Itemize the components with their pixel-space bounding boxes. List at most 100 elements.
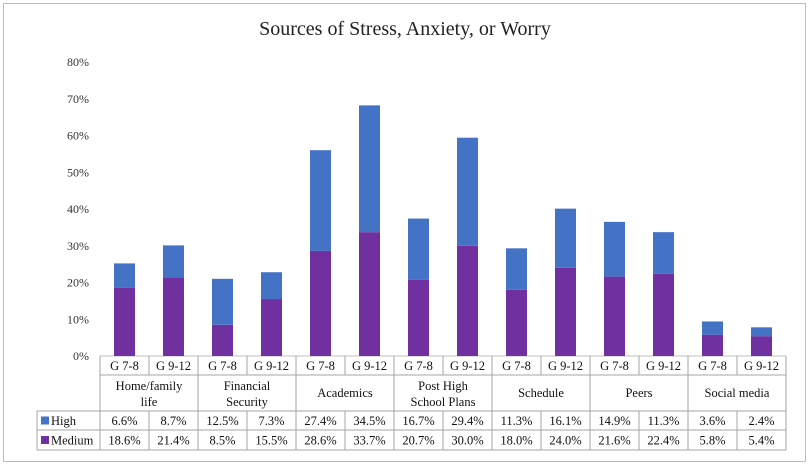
data-label-high: 16.1% <box>549 414 581 428</box>
x-tick-label: G 9-12 <box>646 359 681 373</box>
data-label-medium: 21.6% <box>598 434 630 448</box>
data-label-medium: 5.8% <box>699 434 725 448</box>
bar-medium <box>506 289 527 356</box>
bar-medium <box>114 287 135 356</box>
x-tick-label: G 7-8 <box>600 359 629 373</box>
data-label-high: 34.5% <box>353 414 385 428</box>
legend-label-medium: Medium <box>51 434 94 448</box>
group-label-line: Home/family <box>116 379 183 393</box>
group-label-line: Peers <box>625 386 652 400</box>
y-tick-label: 0% <box>73 349 89 363</box>
x-tick-label: G 9-12 <box>156 359 191 373</box>
group-label-line: School Plans <box>411 395 476 409</box>
y-tick-label: 50% <box>67 165 89 179</box>
group-label-line: Security <box>226 395 268 409</box>
data-label-high: 29.4% <box>451 414 483 428</box>
data-label-high: 27.4% <box>304 414 336 428</box>
y-tick-label: 40% <box>67 202 89 216</box>
data-label-medium: 18.6% <box>108 434 140 448</box>
group-label-line: Schedule <box>518 386 564 400</box>
x-tick-label: G 7-8 <box>306 359 335 373</box>
legend-key-medium <box>41 436 49 444</box>
data-label-medium: 20.7% <box>402 434 434 448</box>
data-label-high: 7.3% <box>258 414 284 428</box>
data-label-high: 14.9% <box>598 414 630 428</box>
group-label: Schedule <box>518 386 564 400</box>
group-label-line: Academics <box>317 386 373 400</box>
bar-high <box>261 272 282 300</box>
group-label: Peers <box>625 386 652 400</box>
x-tick-label: G 9-12 <box>352 359 387 373</box>
y-tick-label: 60% <box>67 129 89 143</box>
data-label-medium: 18.0% <box>500 434 532 448</box>
x-tick-label: G 7-8 <box>502 359 531 373</box>
bar-high <box>751 327 772 337</box>
bar-medium <box>359 232 380 356</box>
x-tick-label: G 9-12 <box>450 359 485 373</box>
bar-medium <box>163 277 184 356</box>
bar-high <box>506 248 527 290</box>
data-label-medium: 28.6% <box>304 434 336 448</box>
y-tick-label: 70% <box>67 92 89 106</box>
data-label-medium: 8.5% <box>209 434 235 448</box>
y-tick-label: 20% <box>67 276 89 290</box>
bar-high <box>212 278 233 325</box>
group-label: Financial Security <box>224 379 271 409</box>
group-label: Academics <box>317 386 373 400</box>
y-tick-label: 30% <box>67 239 89 253</box>
bar-high <box>653 232 674 274</box>
x-tick-label: G 7-8 <box>404 359 433 373</box>
bar-medium <box>212 324 233 356</box>
legend-label-high: High <box>51 414 77 428</box>
bar-high <box>702 321 723 335</box>
data-label-high: 12.5% <box>206 414 238 428</box>
bar-high <box>604 221 625 277</box>
x-tick-label: G 7-8 <box>208 359 237 373</box>
bar-medium <box>555 267 576 356</box>
bar-medium <box>702 334 723 356</box>
data-label-high: 11.3% <box>648 414 680 428</box>
bar-high <box>457 137 478 246</box>
bar-medium <box>408 279 429 356</box>
bar-medium <box>261 299 282 356</box>
data-label-high: 3.6% <box>699 414 725 428</box>
data-label-high: 8.7% <box>160 414 186 428</box>
data-label-medium: 22.4% <box>647 434 679 448</box>
bar-high <box>359 105 380 233</box>
bar-high <box>163 245 184 278</box>
bar-medium <box>310 250 331 356</box>
data-label-medium: 33.7% <box>353 434 385 448</box>
data-label-high: 2.4% <box>748 414 774 428</box>
x-tick-label: G 7-8 <box>698 359 727 373</box>
group-label-line: life <box>141 395 158 409</box>
group-label-line: Post High <box>418 379 468 393</box>
data-label-high: 16.7% <box>402 414 434 428</box>
y-tick-label: 80% <box>67 55 89 69</box>
data-label-high: 6.6% <box>111 414 137 428</box>
x-tick-label: G 9-12 <box>744 359 779 373</box>
data-label-medium: 21.4% <box>157 434 189 448</box>
bar-high <box>114 263 135 288</box>
bar-high <box>408 218 429 280</box>
data-label-medium: 15.5% <box>255 434 287 448</box>
bar-medium <box>604 276 625 356</box>
group-label: Post High School Plans <box>411 379 476 409</box>
y-tick-label: 10% <box>67 312 89 326</box>
data-label-medium: 30.0% <box>451 434 483 448</box>
x-tick-label: G 9-12 <box>254 359 289 373</box>
bar-high <box>555 208 576 268</box>
x-tick-label: G 9-12 <box>548 359 583 373</box>
chart-title: Sources of Stress, Anxiety, or Worry <box>259 18 551 40</box>
bar-medium <box>653 273 674 356</box>
bar-medium <box>457 245 478 356</box>
group-label-line: Financial <box>224 379 271 393</box>
data-label-medium: 5.4% <box>748 434 774 448</box>
bar-medium <box>751 336 772 356</box>
x-tick-label: G 7-8 <box>110 359 139 373</box>
group-label: Home/family life <box>116 379 183 409</box>
data-label-high: 11.3% <box>501 414 533 428</box>
group-label-line: Social media <box>705 386 770 400</box>
data-label-medium: 24.0% <box>549 434 581 448</box>
bar-high <box>310 150 331 251</box>
